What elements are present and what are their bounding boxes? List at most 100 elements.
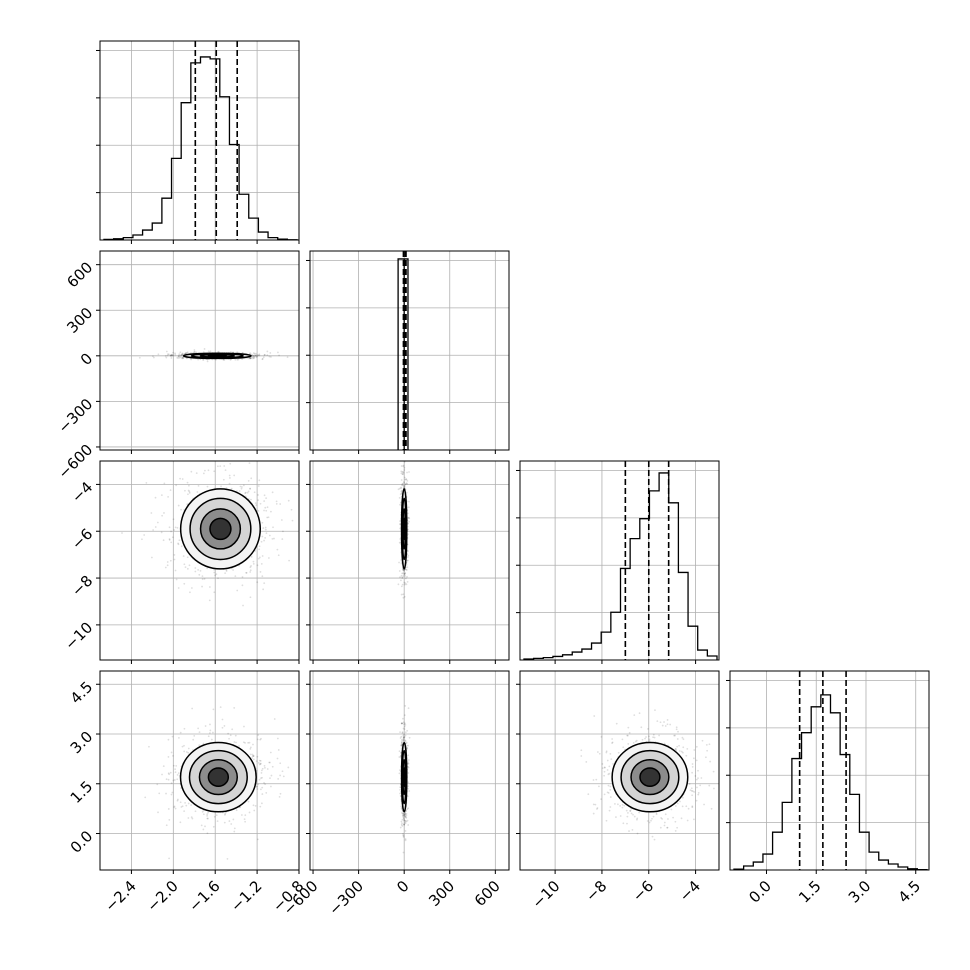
scatter-point — [398, 772, 401, 775]
scatter-point — [399, 786, 402, 789]
scatter-point — [405, 478, 408, 480]
scatter-point — [201, 585, 203, 588]
scatter-point — [264, 783, 267, 786]
scatter-point — [177, 587, 180, 589]
scatter-point — [234, 358, 237, 361]
scatter-point — [219, 465, 222, 467]
scatter-point — [400, 593, 403, 596]
scatter-point — [178, 354, 181, 357]
scatter-point — [595, 778, 598, 781]
scatter-point — [405, 812, 408, 815]
scatter-point — [194, 567, 197, 569]
scatter-point — [404, 483, 407, 486]
scatter-point — [403, 595, 406, 598]
density-level-3 — [208, 768, 229, 787]
scatter-point — [713, 787, 715, 790]
scatter-point — [263, 353, 266, 356]
scatter-point — [242, 604, 244, 607]
scatter-point — [404, 815, 406, 818]
scatter-point — [275, 502, 278, 505]
scatter-point — [172, 764, 175, 767]
scatter-point — [244, 491, 247, 494]
scatter-point — [160, 531, 163, 534]
scatter-point — [186, 556, 189, 559]
scatter-point — [174, 807, 177, 810]
scatter-point — [691, 806, 694, 809]
scatter-point — [174, 771, 177, 774]
scatter-point — [279, 762, 282, 765]
scatter-point — [253, 355, 256, 358]
scatter-point — [261, 358, 264, 361]
scatter-point — [401, 722, 403, 725]
ytick-label: −300 — [55, 395, 97, 437]
scatter-point — [251, 755, 254, 758]
scatter-point — [249, 596, 252, 599]
scatter-point — [248, 357, 251, 360]
scatter-point — [247, 800, 250, 803]
scatter-point — [626, 734, 629, 737]
scatter-point — [276, 757, 279, 760]
scatter-point — [288, 559, 291, 562]
scatter-point — [402, 717, 404, 720]
scatter-point — [281, 770, 284, 773]
scatter-point — [629, 810, 632, 812]
scatter-point — [404, 731, 407, 734]
scatter-point — [607, 792, 610, 794]
scatter-point — [254, 502, 257, 505]
scatter-point — [260, 563, 263, 565]
scatter-point — [177, 355, 180, 358]
scatter-point — [407, 522, 409, 525]
scatter-point — [253, 353, 256, 355]
scatter-point — [249, 352, 252, 355]
scatter-point — [398, 541, 401, 544]
scatter-point — [400, 744, 403, 747]
scatter-point — [652, 736, 654, 739]
scatter-point — [224, 469, 227, 472]
scatter-point — [270, 774, 273, 777]
scatter-point — [636, 832, 639, 835]
scatter-point — [621, 738, 624, 741]
scatter-point — [672, 816, 674, 819]
scatter-point — [264, 506, 267, 509]
scatter-point — [171, 791, 174, 794]
scatter-point — [401, 818, 404, 821]
scatter-point — [408, 517, 411, 520]
scatter-point — [206, 567, 209, 570]
scatter-point — [263, 494, 266, 497]
scatter-point — [260, 772, 263, 774]
scatter-point — [675, 726, 678, 729]
scatter-point — [249, 569, 252, 572]
scatter-point — [212, 731, 214, 734]
scatter-point — [247, 479, 250, 482]
scatter-point — [258, 353, 261, 356]
scatter-point — [652, 815, 655, 818]
scatter-point — [171, 735, 174, 738]
scatter-point — [402, 823, 405, 826]
scatter-point — [675, 728, 678, 731]
scatter-point — [252, 755, 255, 757]
scatter-point — [233, 741, 236, 743]
scatter-point — [585, 761, 588, 763]
scatter-panel-3-1 — [306, 670, 510, 871]
scatter-point — [180, 354, 182, 357]
scatter-point — [400, 740, 403, 743]
scatter-point — [705, 743, 708, 746]
scatter-point — [207, 469, 210, 472]
scatter-point — [252, 560, 255, 563]
scatter-point — [228, 482, 231, 485]
ytick-label: −8 — [68, 572, 96, 600]
scatter-point — [660, 817, 663, 819]
scatter-point — [399, 523, 401, 526]
scatter-point — [195, 472, 198, 475]
contour-3 — [209, 517, 232, 541]
scatter-point — [603, 793, 606, 796]
scatter-point — [403, 818, 405, 820]
scatter-point — [407, 781, 410, 784]
scatter-point — [580, 749, 583, 752]
scatter-point — [632, 813, 634, 816]
scatter-point — [244, 742, 246, 744]
scatter-point — [400, 465, 403, 467]
scatter-point — [249, 487, 251, 490]
scatter-point — [681, 751, 684, 754]
scatter-point — [404, 819, 407, 822]
